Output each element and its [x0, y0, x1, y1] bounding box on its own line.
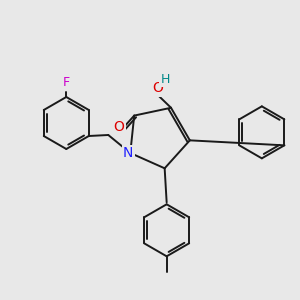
- Text: O: O: [152, 82, 163, 95]
- Text: O: O: [114, 120, 124, 134]
- Text: N: N: [123, 146, 134, 160]
- Text: F: F: [63, 76, 70, 89]
- Text: H: H: [160, 73, 170, 86]
